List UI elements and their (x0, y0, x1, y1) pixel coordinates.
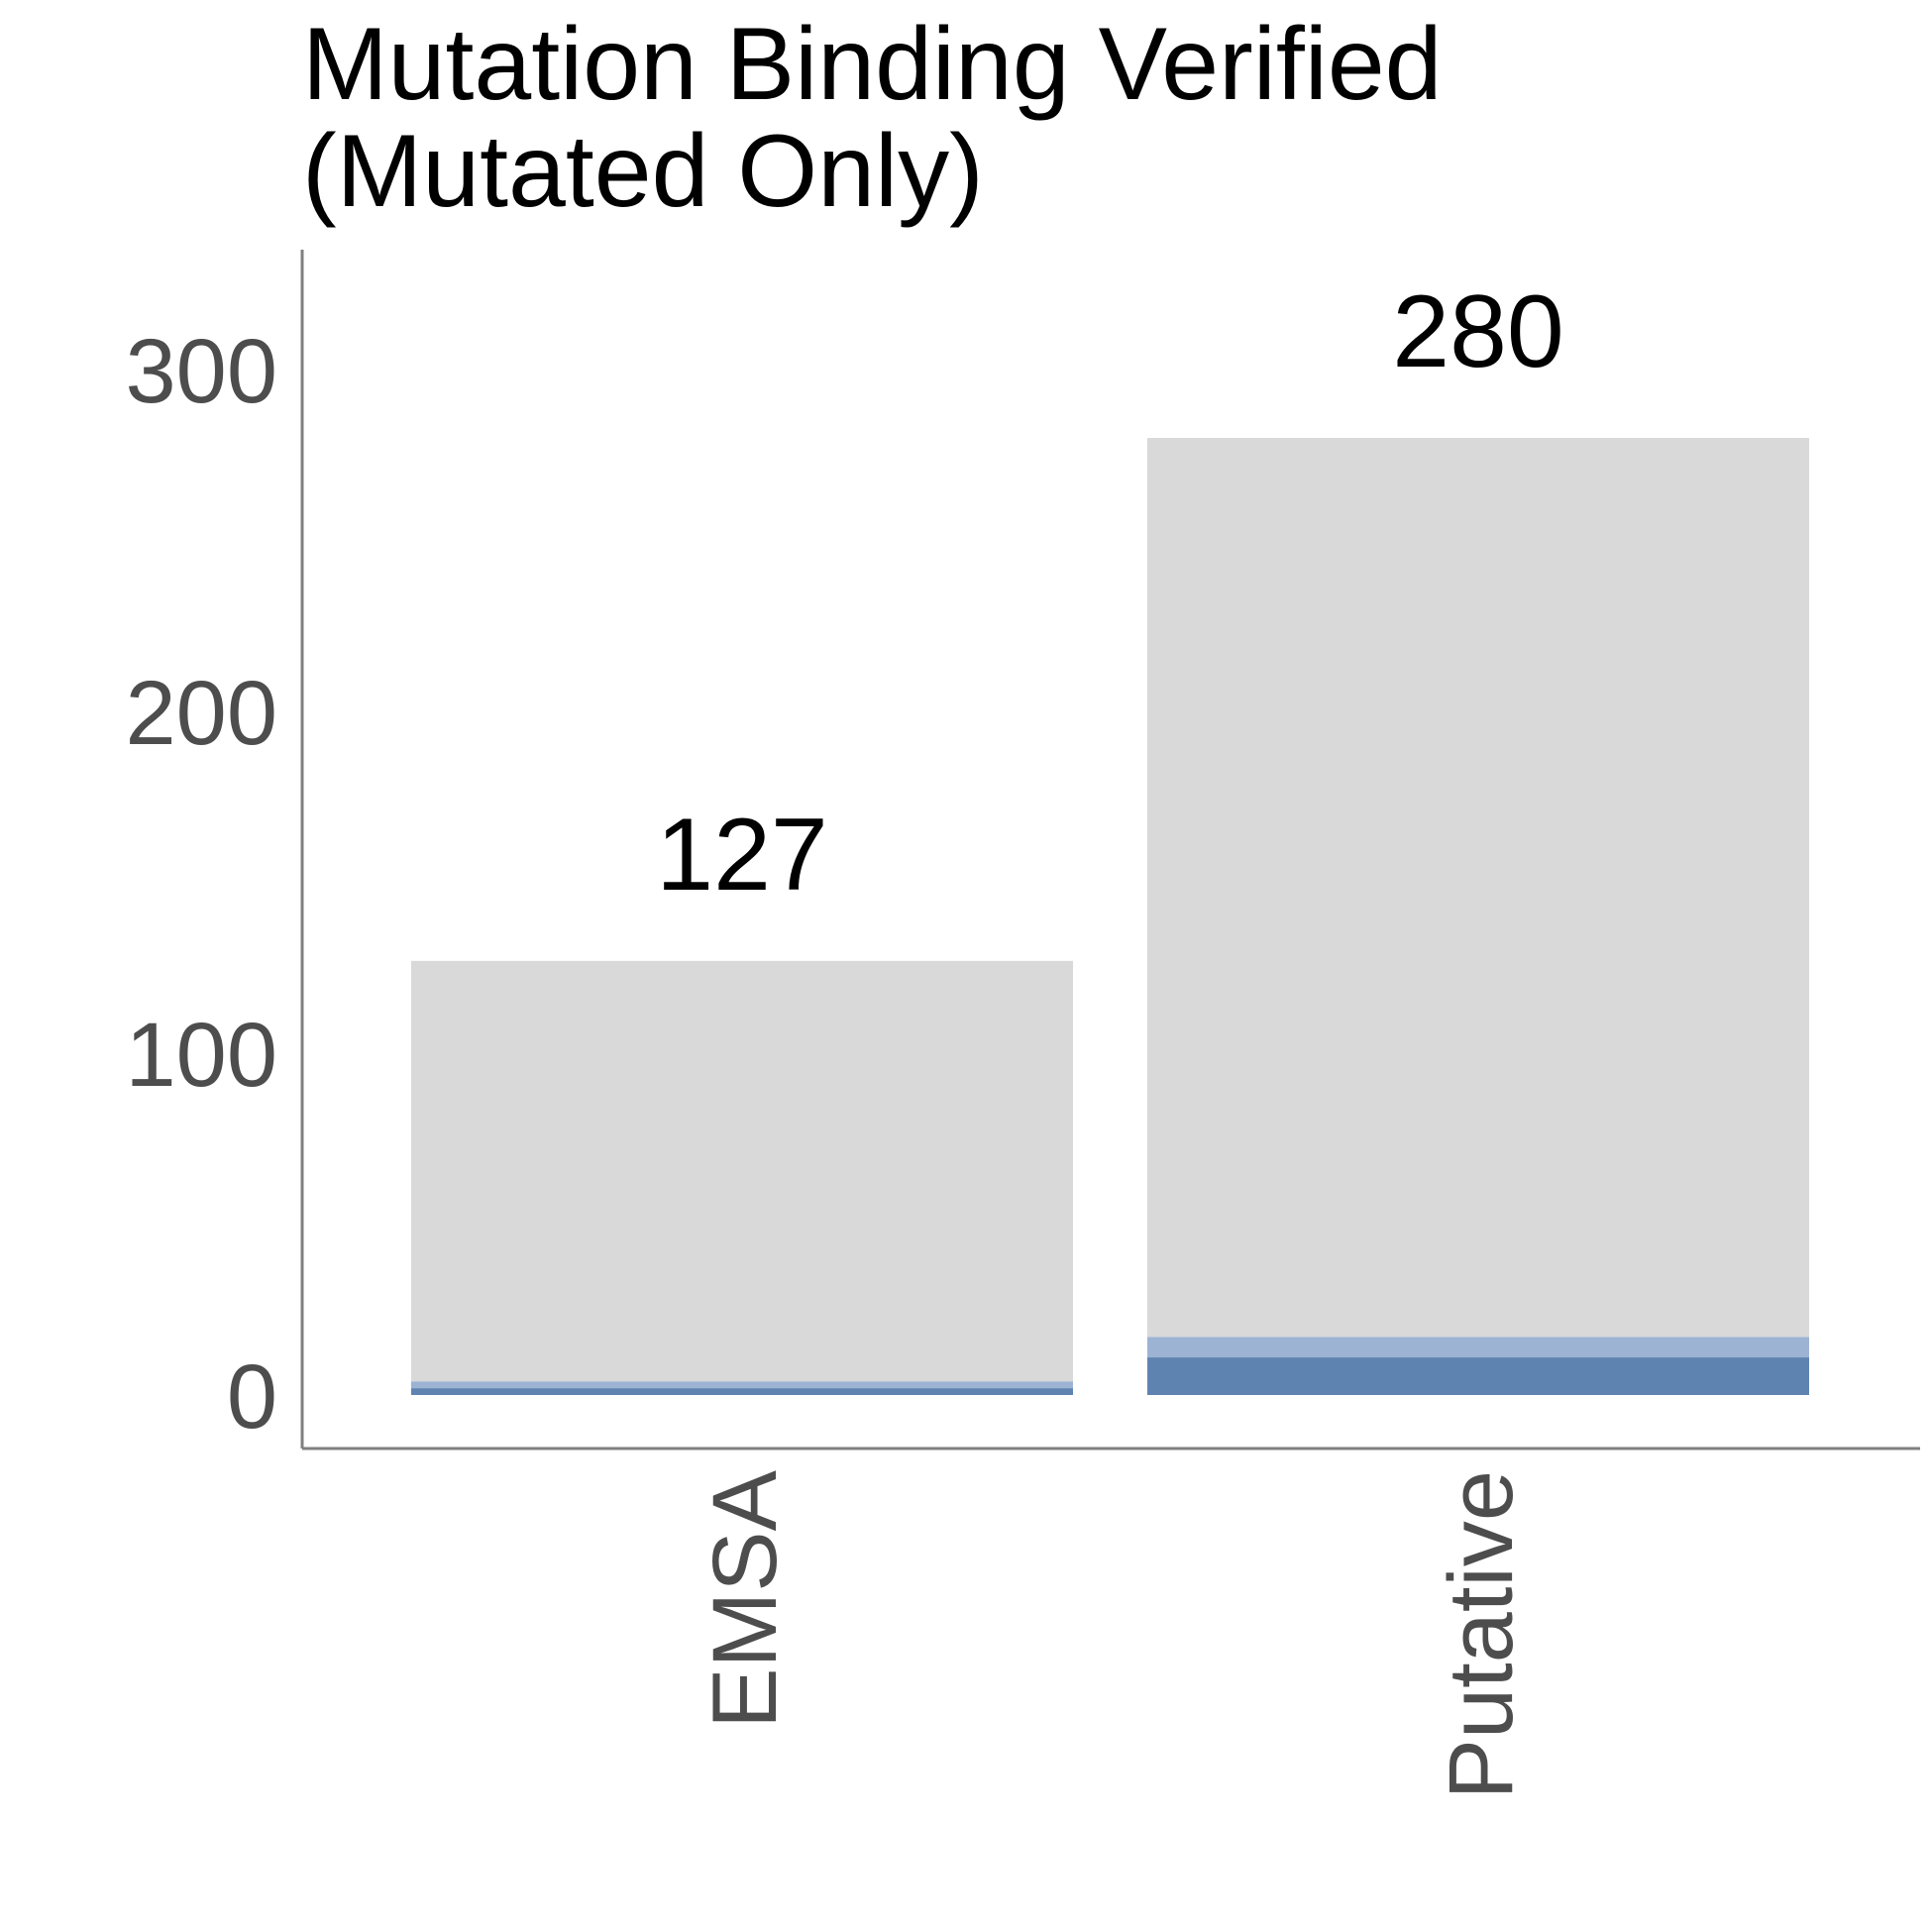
bar-segment-putative-0 (1147, 1357, 1809, 1395)
bar-segment-emsa-0 (411, 1388, 1073, 1395)
x-axis-labels: EMSA Putative (695, 1469, 1532, 1799)
bar-segment-emsa-2 (411, 960, 1073, 1382)
y-axis-ticks: 0 100 200 300 (126, 321, 278, 1448)
x-tick-label-putative: Putative (1431, 1470, 1532, 1799)
bars-group (411, 438, 1809, 1395)
bar-segment-putative-1 (1147, 1337, 1809, 1358)
bar-segment-putative-2 (1147, 438, 1809, 1338)
bar-segment-emsa-1 (411, 1381, 1073, 1389)
x-tick-label-emsa: EMSA (695, 1469, 796, 1728)
data-label-putative: 280 (1392, 274, 1564, 389)
chart-title: Mutation Binding Verified (Mutated Only) (302, 7, 1443, 229)
y-tick-label-200: 200 (126, 663, 278, 764)
data-labels-group: 127 280 (656, 274, 1564, 912)
y-tick-label-0: 0 (227, 1346, 277, 1448)
y-tick-label-300: 300 (126, 321, 278, 422)
data-label-emsa: 127 (656, 798, 828, 912)
chart-title-line-1: Mutation Binding Verified (302, 7, 1443, 122)
y-tick-label-100: 100 (126, 1005, 278, 1106)
chart-title-line-2: (Mutated Only) (302, 114, 984, 229)
